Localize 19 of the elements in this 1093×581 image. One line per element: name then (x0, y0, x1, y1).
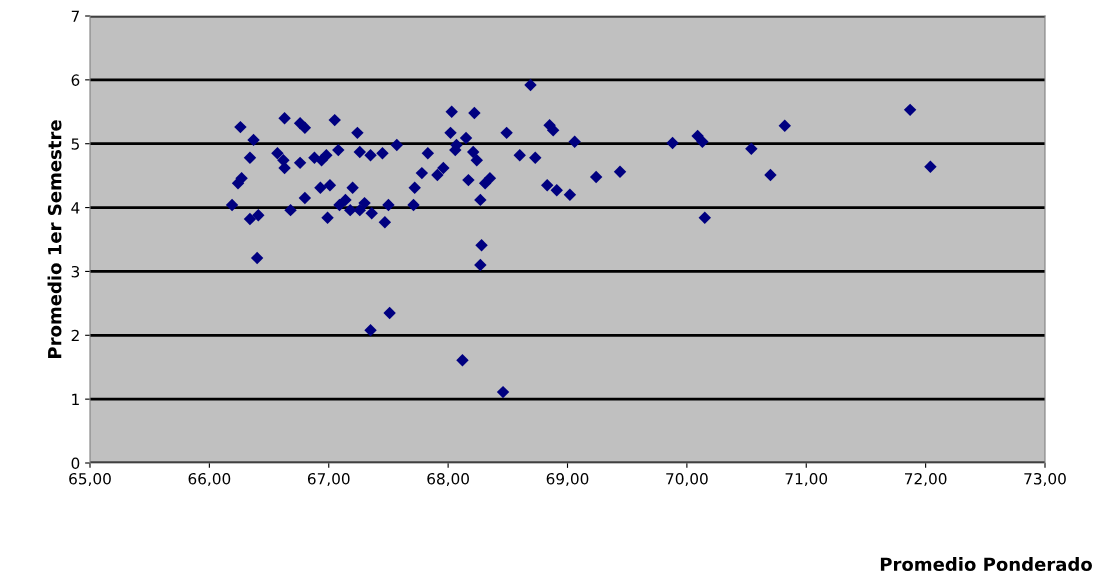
y-tick-label: 1 (72, 393, 79, 405)
x-tick-label: 72,00 (905, 472, 947, 487)
x-axis-title: Promedio Ponderado (880, 557, 1092, 572)
y-axis-title: Promedio 1er Semestre (47, 120, 62, 358)
x-tick-label: 65,00 (69, 472, 111, 487)
x-tick-label: 71,00 (785, 472, 828, 487)
x-tick-label: 73,00 (1024, 472, 1066, 487)
y-tick-label: 2 (71, 329, 79, 342)
y-tick-label: 0 (71, 457, 80, 470)
y-tick-label: 5 (71, 138, 79, 150)
y-tick-label: 4 (71, 202, 80, 214)
x-tick-label: 70,00 (666, 472, 708, 487)
x-tick-label: 67,00 (307, 472, 350, 487)
x-tick-label: 66,00 (188, 472, 231, 487)
y-tick-label: 7 (71, 10, 79, 22)
x-tick-label: 69,00 (546, 472, 589, 487)
y-tick-label: 6 (71, 74, 80, 86)
y-tick-label: 3 (71, 265, 80, 278)
x-tick-label: 68,00 (427, 472, 469, 487)
